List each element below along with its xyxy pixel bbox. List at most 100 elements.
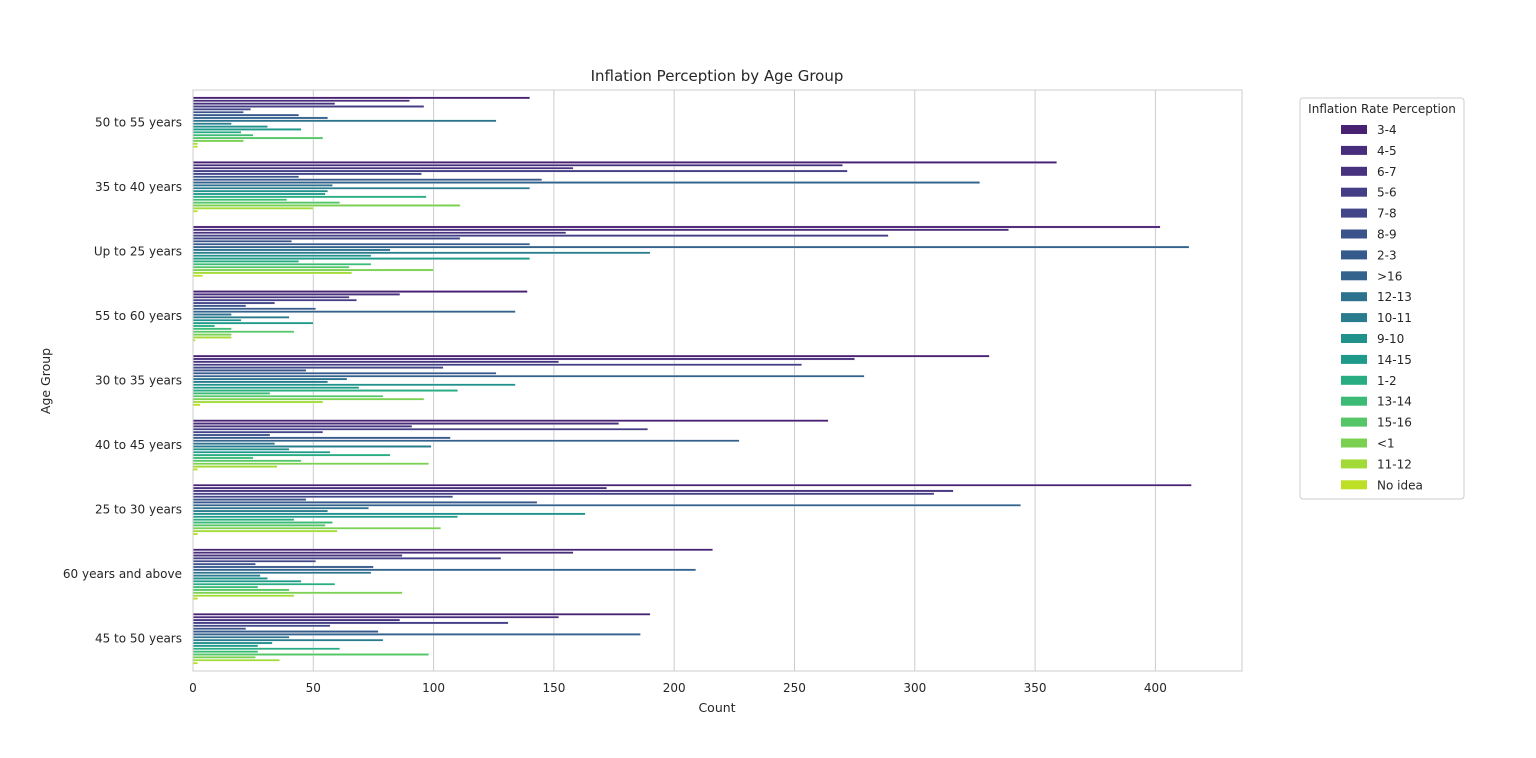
bar-6-16 xyxy=(192,529,338,533)
bar-7-17 xyxy=(192,597,198,600)
legend-label: 2-3 xyxy=(1377,248,1397,262)
bar-0-11 xyxy=(192,128,302,131)
bar-5-7 xyxy=(192,439,740,442)
bar-8-14 xyxy=(192,653,429,656)
legend-swatch xyxy=(1341,187,1367,197)
bar-5-16 xyxy=(192,465,278,468)
bar-4-15 xyxy=(192,397,425,401)
legend-swatch xyxy=(1341,229,1367,239)
bar-2-9 xyxy=(192,251,651,255)
bar-3-4 xyxy=(192,301,275,305)
bar-8-0 xyxy=(192,613,651,616)
bar-1-8 xyxy=(192,184,333,187)
grid-layer xyxy=(192,90,1156,671)
legend-swatch xyxy=(1341,438,1367,448)
bar-0-3 xyxy=(192,105,425,108)
bar-7-2 xyxy=(192,554,403,557)
bar-5-13 xyxy=(192,456,254,460)
bar-6-10 xyxy=(192,512,586,516)
bar-0-12 xyxy=(192,131,242,134)
x-tick-label: 100 xyxy=(422,681,445,695)
bar-6-2 xyxy=(192,489,954,493)
bar-5-4 xyxy=(192,430,324,434)
bar-1-15 xyxy=(192,204,461,207)
bar-1-16 xyxy=(192,207,314,210)
bar-0-8 xyxy=(192,119,497,123)
bar-7-12 xyxy=(192,582,336,586)
bar-5-9 xyxy=(192,445,432,448)
bar-3-6 xyxy=(192,307,316,311)
bar-5-15 xyxy=(192,462,429,465)
bar-6-6 xyxy=(192,501,538,504)
bar-8-4 xyxy=(192,624,331,628)
bar-4-2 xyxy=(192,360,559,364)
bar-4-10 xyxy=(192,383,516,387)
bar-3-16 xyxy=(192,336,232,339)
bar-2-8 xyxy=(192,248,391,252)
bar-4-8 xyxy=(192,377,348,381)
bar-0-13 xyxy=(192,133,254,137)
bar-4-11 xyxy=(192,386,360,389)
bar-5-6 xyxy=(192,436,451,440)
bar-5-8 xyxy=(192,442,275,445)
bar-0-9 xyxy=(192,122,232,125)
bar-5-0 xyxy=(192,419,829,422)
bar-0-5 xyxy=(192,111,244,114)
bar-8-16 xyxy=(192,659,280,662)
bar-2-13 xyxy=(192,263,372,266)
bar-7-15 xyxy=(192,591,403,595)
bar-2-14 xyxy=(192,265,350,269)
bar-2-16 xyxy=(192,271,352,275)
bar-3-0 xyxy=(192,290,528,293)
bar-2-6 xyxy=(192,242,530,246)
bar-3-15 xyxy=(192,333,232,336)
bar-7-9 xyxy=(192,574,261,577)
bar-5-5 xyxy=(192,433,271,437)
bar-4-16 xyxy=(192,400,324,404)
bar-8-11 xyxy=(192,644,259,648)
bar-3-9 xyxy=(192,316,290,319)
bar-4-12 xyxy=(192,389,458,392)
bar-1-17 xyxy=(192,209,198,213)
legend-swatch xyxy=(1341,208,1367,218)
bar-8-2 xyxy=(192,618,401,622)
bar-4-17 xyxy=(192,403,201,407)
bar-7-11 xyxy=(192,580,302,583)
legend-swatch xyxy=(1341,145,1367,155)
bar-1-13 xyxy=(192,198,287,201)
legend-swatch xyxy=(1341,334,1367,343)
legend-swatch xyxy=(1341,292,1367,302)
x-tick-label: 0 xyxy=(189,681,197,695)
legend-swatch xyxy=(1341,271,1367,281)
bar-6-11 xyxy=(192,515,458,519)
bar-1-1 xyxy=(192,164,843,167)
legend-label: 15-16 xyxy=(1377,416,1412,430)
x-tick-label: 150 xyxy=(542,681,565,695)
legend-swatch xyxy=(1341,396,1367,406)
bar-2-12 xyxy=(192,260,300,263)
bar-0-14 xyxy=(192,136,324,140)
bar-0-2 xyxy=(192,102,336,105)
bar-7-3 xyxy=(192,557,502,560)
bar-3-14 xyxy=(192,330,295,333)
legend-swatch xyxy=(1341,250,1367,260)
bar-2-2 xyxy=(192,231,567,234)
bar-4-4 xyxy=(192,366,444,369)
bar-6-8 xyxy=(192,506,369,510)
y-tick-label: 45 to 50 years xyxy=(95,632,182,646)
bar-3-3 xyxy=(192,298,357,302)
bar-1-14 xyxy=(192,201,340,204)
x-tick-label: 400 xyxy=(1144,681,1167,695)
bar-6-3 xyxy=(192,492,935,496)
bar-7-5 xyxy=(192,562,256,566)
bar-6-14 xyxy=(192,524,326,527)
bar-4-0 xyxy=(192,354,990,358)
bar-8-6 xyxy=(192,630,379,633)
x-tick-label: 50 xyxy=(306,681,321,695)
bar-7-8 xyxy=(192,571,372,574)
bar-0-10 xyxy=(192,125,268,128)
legend-swatch xyxy=(1341,480,1367,490)
legend-swatch xyxy=(1341,375,1367,385)
legend-label: 7-8 xyxy=(1377,207,1397,221)
